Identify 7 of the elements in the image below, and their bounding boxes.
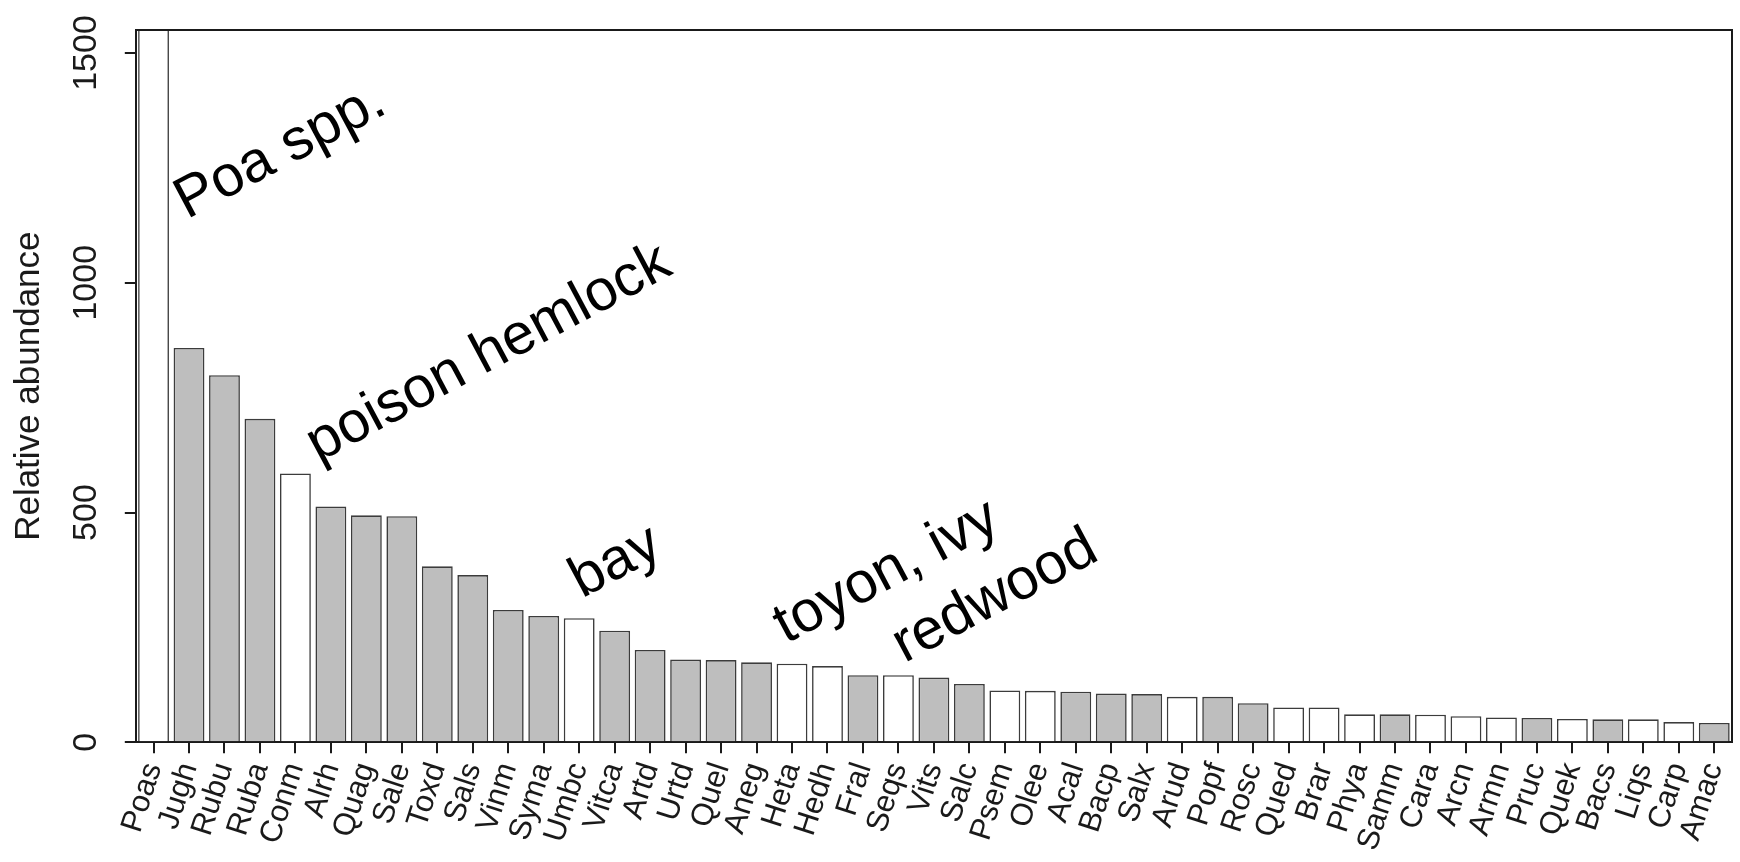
- annotation: bay: [557, 507, 671, 610]
- y-tick-label: 500: [65, 484, 104, 541]
- annotation: Poa spp.: [162, 65, 395, 231]
- y-tick-label: 1500: [65, 15, 104, 91]
- y-tick-label: 1000: [65, 244, 104, 321]
- y-tick-label: 0: [65, 732, 104, 752]
- y-axis-title: Relative abundance: [6, 231, 46, 541]
